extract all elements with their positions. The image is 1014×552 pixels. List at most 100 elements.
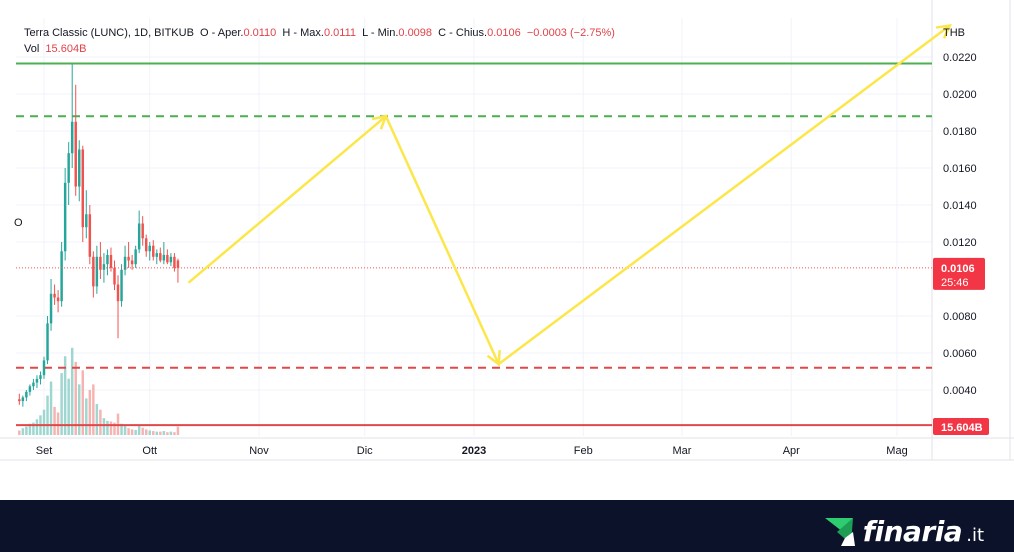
- legend-low-label: L - Min.: [362, 27, 399, 39]
- volume-bar: [60, 373, 63, 435]
- x-tick-label: 2023: [462, 445, 486, 457]
- projection-arrowhead: [371, 114, 388, 130]
- candle-body: [113, 267, 116, 285]
- volume-badge-value: 15.604B: [941, 422, 983, 434]
- volume-bar: [21, 428, 25, 435]
- volume-bar: [35, 419, 39, 435]
- volume-bar: [63, 356, 67, 435]
- volume-bar: [109, 421, 113, 435]
- currency-label: THB: [943, 27, 965, 39]
- candle-body: [148, 245, 151, 252]
- candle-body: [60, 251, 63, 302]
- candle-body: [21, 397, 25, 402]
- candle-body: [134, 249, 137, 265]
- volume-bar: [102, 418, 106, 435]
- volume-bar: [78, 384, 81, 435]
- volume-bar: [127, 428, 130, 435]
- chart-bottom-margin: [0, 460, 1014, 500]
- candle-body: [102, 264, 106, 270]
- legend-symbol: Terra Classic (LUNC), 1D, BITKUB: [24, 27, 194, 39]
- legend-low: 0.0098: [398, 27, 433, 39]
- candle-body: [109, 254, 113, 268]
- candle-body: [28, 386, 32, 392]
- x-tick-label: Mag: [886, 445, 907, 457]
- volume-bar: [81, 370, 85, 435]
- brand-name: finaria: [862, 514, 963, 548]
- legend-close-label: C - Chius.: [438, 27, 488, 39]
- candle-body: [49, 293, 53, 324]
- price-badge-countdown: 25:46: [941, 277, 969, 289]
- volume-label: Vol: [24, 43, 40, 55]
- volume-bar: [85, 398, 88, 435]
- x-tick-label: Dic: [357, 445, 373, 457]
- volume-bar: [18, 430, 21, 435]
- brand-suffix: .it: [966, 524, 984, 546]
- projection-arrowhead: [486, 350, 501, 367]
- candle-body: [137, 223, 141, 250]
- brand-logo[interactable]: finaria .it: [823, 514, 984, 548]
- volume-bar: [141, 427, 144, 435]
- candle-body: [159, 253, 162, 261]
- volume-bar: [70, 347, 74, 435]
- candle-body: [169, 256, 173, 263]
- volume-bar: [25, 426, 28, 435]
- projection-arrow-path: [187, 24, 951, 367]
- candle-body: [130, 260, 134, 265]
- y-tick-label: 0.0220: [943, 52, 977, 64]
- volume-bar: [169, 431, 173, 435]
- y-tick-label: 0.0200: [943, 89, 977, 101]
- volume-bar: [99, 409, 102, 435]
- volume-bar: [106, 420, 109, 435]
- x-tick-label: Nov: [249, 445, 269, 457]
- candle-body: [42, 360, 46, 376]
- volume-bar: [130, 429, 134, 435]
- projection-arrowhead: [935, 23, 952, 39]
- volume-bar: [152, 431, 155, 435]
- legend-close: 0.0106: [487, 27, 521, 39]
- price-chart[interactable]: 0.0220 0.0200 0.0180 0.0160 0.0140 0.0120 0.00…: [0, 0, 1014, 500]
- candle-body: [173, 256, 176, 268]
- candle-body: [162, 254, 166, 261]
- volume-bar: [67, 378, 70, 435]
- x-tick-label: Apr: [783, 445, 800, 457]
- volume-bar: [28, 423, 32, 435]
- candle-body: [56, 297, 60, 302]
- candle-body: [166, 254, 169, 263]
- volume-bar: [176, 426, 180, 435]
- candle-body: [63, 182, 67, 252]
- candle-body: [116, 284, 120, 302]
- y-tick-label: 0.0160: [943, 163, 977, 175]
- volume-bar: [173, 432, 176, 435]
- candle-body: [99, 256, 102, 270]
- legend-open-label: O - Aper.: [200, 27, 244, 39]
- volume-bar: [32, 422, 35, 435]
- price-badge-value: 0.0106: [941, 263, 975, 275]
- legend-open: 0.0110: [243, 27, 277, 39]
- candle-body: [78, 149, 81, 187]
- candle-body: [53, 293, 56, 298]
- candle-body: [120, 269, 123, 302]
- legend-high: 0.0111: [323, 27, 356, 39]
- candle-body: [46, 323, 49, 361]
- candle-body: [88, 214, 92, 257]
- candle-body: [152, 245, 155, 257]
- volume-bar: [155, 431, 159, 435]
- candle-body: [123, 256, 127, 270]
- volume-bar: [49, 381, 53, 435]
- x-tick-label: Mar: [673, 445, 692, 457]
- candle-body: [39, 375, 42, 379]
- finaria-logo-icon: [824, 518, 855, 546]
- volume-bar: [42, 409, 46, 435]
- chart-area[interactable]: 0.0220 0.0200 0.0180 0.0160 0.0140 0.0120 0.00…: [0, 0, 1014, 500]
- footer-bar: finaria .it: [0, 500, 1014, 552]
- volume-bar: [113, 422, 116, 435]
- volume-bar: [134, 429, 137, 435]
- y-tick-label: 0.0080: [943, 311, 977, 323]
- chart-background: [0, 0, 1014, 500]
- candle-body: [35, 378, 39, 383]
- legend-change: −0.0003 (−2.75%): [526, 27, 615, 39]
- volume-badge: [933, 418, 989, 435]
- y-tick-label: 0.0060: [943, 348, 977, 360]
- volume-bar: [46, 395, 49, 435]
- volume-value: 15.604B: [45, 43, 87, 55]
